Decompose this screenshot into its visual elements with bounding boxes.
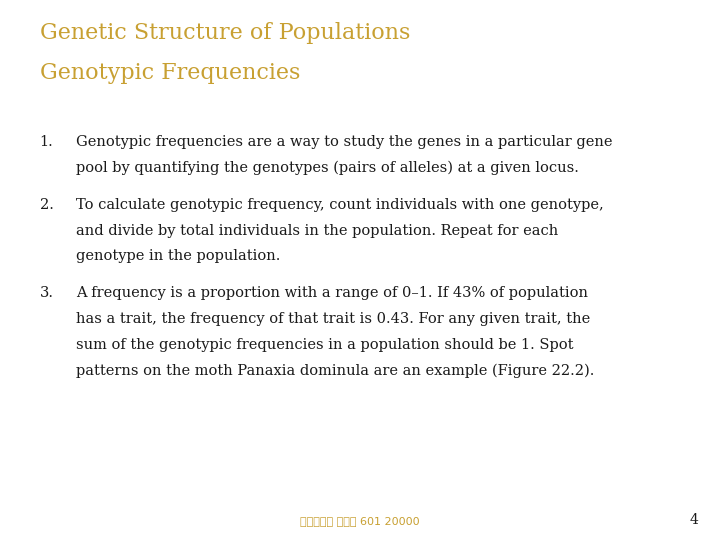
Text: genotype in the population.: genotype in the population. <box>76 249 280 264</box>
Text: A frequency is a proportion with a range of 0–1. If 43% of population: A frequency is a proportion with a range… <box>76 286 588 300</box>
Text: patterns on the moth Panaxia dominula are an example (Figure 22.2).: patterns on the moth Panaxia dominula ar… <box>76 364 594 379</box>
Text: 台大農藝系 遙傳學 601 20000: 台大農藝系 遙傳學 601 20000 <box>300 516 420 526</box>
Text: Genetic Structure of Populations: Genetic Structure of Populations <box>40 22 410 44</box>
Text: 3.: 3. <box>40 286 53 300</box>
Text: Genotypic Frequencies: Genotypic Frequencies <box>40 62 300 84</box>
Text: has a trait, the frequency of that trait is 0.43. For any given trait, the: has a trait, the frequency of that trait… <box>76 312 590 326</box>
Text: 2.: 2. <box>40 198 53 212</box>
Text: 4: 4 <box>690 512 698 526</box>
Text: 1.: 1. <box>40 135 53 149</box>
Text: pool by quantifying the genotypes (pairs of alleles) at a given locus.: pool by quantifying the genotypes (pairs… <box>76 161 578 176</box>
Text: sum of the genotypic frequencies in a population should be 1. Spot: sum of the genotypic frequencies in a po… <box>76 338 573 352</box>
Text: Genotypic frequencies are a way to study the genes in a particular gene: Genotypic frequencies are a way to study… <box>76 135 612 149</box>
Text: and divide by total individuals in the population. Repeat for each: and divide by total individuals in the p… <box>76 224 558 238</box>
Text: To calculate genotypic frequency, count individuals with one genotype,: To calculate genotypic frequency, count … <box>76 198 603 212</box>
